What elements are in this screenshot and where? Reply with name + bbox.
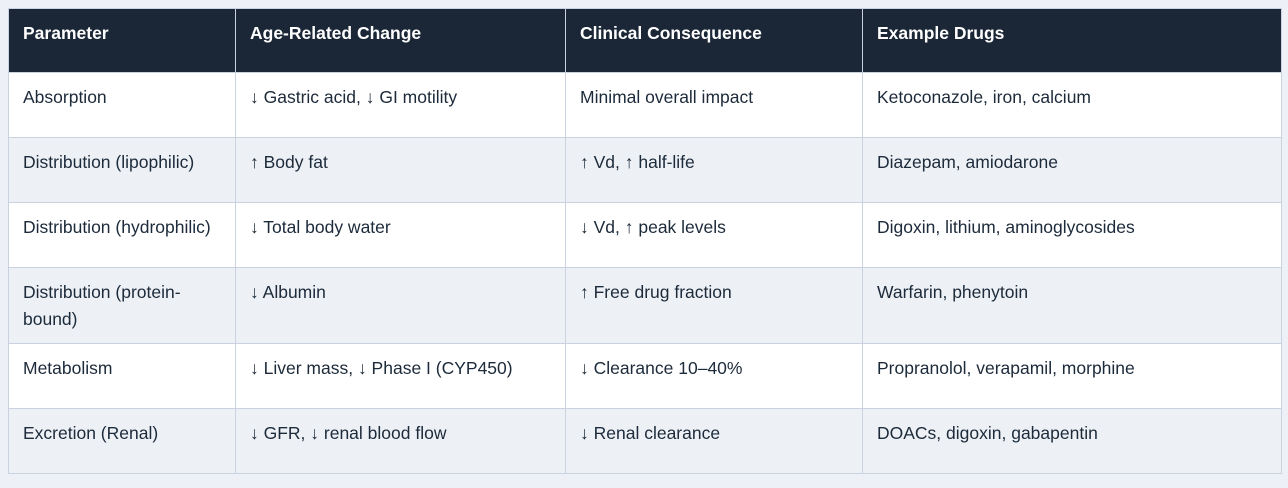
cell-parameter: Metabolism <box>8 343 236 409</box>
table-row-distribution-protein-bound: Distribution (protein-bound) ↓ Albumin ↑… <box>8 267 1282 344</box>
table-row-excretion-renal: Excretion (Renal) ↓ GFR, ↓ renal blood f… <box>8 408 1282 474</box>
table-row-absorption: Absorption ↓ Gastric acid, ↓ GI motility… <box>8 72 1282 138</box>
cell-parameter: Distribution (hydrophilic) <box>8 202 236 268</box>
cell-example-drugs: Propranolol, verapamil, morphine <box>862 343 1282 409</box>
cell-age-related-change: ↓ Liver mass, ↓ Phase I (CYP450) <box>235 343 566 409</box>
cell-clinical-consequence: Minimal overall impact <box>565 72 863 138</box>
cell-example-drugs: Digoxin, lithium, aminoglycosides <box>862 202 1282 268</box>
cell-example-drugs: Ketoconazole, iron, calcium <box>862 72 1282 138</box>
cell-parameter: Excretion (Renal) <box>8 408 236 474</box>
cell-parameter: Distribution (lipophilic) <box>8 137 236 203</box>
cell-age-related-change: ↑ Body fat <box>235 137 566 203</box>
table-header: Parameter Age-Related Change Clinical Co… <box>8 8 1282 73</box>
column-header-clinical-consequence: Clinical Consequence <box>565 8 863 73</box>
age-related-pharmacokinetics-table: Parameter Age-Related Change Clinical Co… <box>8 8 1282 474</box>
cell-clinical-consequence: ↑ Vd, ↑ half-life <box>565 137 863 203</box>
column-header-age-related-change: Age-Related Change <box>235 8 566 73</box>
cell-example-drugs: Warfarin, phenytoin <box>862 267 1282 344</box>
cell-parameter: Absorption <box>8 72 236 138</box>
cell-age-related-change: ↓ Total body water <box>235 202 566 268</box>
cell-clinical-consequence: ↓ Renal clearance <box>565 408 863 474</box>
cell-clinical-consequence: ↑ Free drug fraction <box>565 267 863 344</box>
cell-age-related-change: ↓ Gastric acid, ↓ GI motility <box>235 72 566 138</box>
cell-age-related-change: ↓ GFR, ↓ renal blood flow <box>235 408 566 474</box>
cell-example-drugs: DOACs, digoxin, gabapentin <box>862 408 1282 474</box>
cell-example-drugs: Diazepam, amiodarone <box>862 137 1282 203</box>
cell-parameter: Distribution (protein-bound) <box>8 267 236 344</box>
cell-clinical-consequence: ↓ Clearance 10–40% <box>565 343 863 409</box>
column-header-example-drugs: Example Drugs <box>862 8 1282 73</box>
table-row-distribution-hydrophilic: Distribution (hydrophilic) ↓ Total body … <box>8 202 1282 268</box>
table-row-distribution-lipophilic: Distribution (lipophilic) ↑ Body fat ↑ V… <box>8 137 1282 203</box>
table-body: Absorption ↓ Gastric acid, ↓ GI motility… <box>8 72 1282 474</box>
table-row-metabolism: Metabolism ↓ Liver mass, ↓ Phase I (CYP4… <box>8 343 1282 409</box>
cell-age-related-change: ↓ Albumin <box>235 267 566 344</box>
column-header-parameter: Parameter <box>8 8 236 73</box>
cell-clinical-consequence: ↓ Vd, ↑ peak levels <box>565 202 863 268</box>
header-row: Parameter Age-Related Change Clinical Co… <box>8 8 1282 73</box>
